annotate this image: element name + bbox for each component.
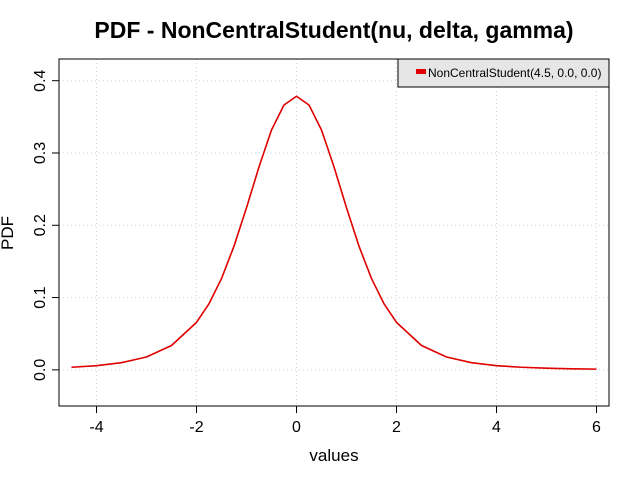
x-tick-label: -4 [89, 419, 103, 436]
y-tick-label: 0.3 [32, 142, 49, 164]
grid [59, 59, 609, 406]
y-tick-label: 0.0 [32, 359, 49, 381]
y-axis-label: PDF [0, 216, 17, 250]
x-tick-label: 2 [392, 419, 401, 436]
x-tick-label: -2 [189, 419, 203, 436]
x-axis-label: values [309, 446, 358, 465]
x-axis: -4 -2 0 2 4 6 [89, 406, 601, 436]
y-tick-label: 0.2 [32, 214, 49, 236]
series-group [71, 95, 597, 370]
chart-title: PDF - NonCentralStudent(nu, delta, gamma… [94, 17, 573, 43]
plot-frame [58, 58, 610, 407]
legend-box [397, 58, 610, 88]
legend-swatch [416, 69, 426, 74]
legend-label: NonCentralStudent(4.5, 0.0, 0.0) [428, 66, 601, 80]
x-tick-label: 6 [592, 419, 601, 436]
y-tick-label: 0.1 [32, 286, 49, 308]
y-tick-label: 0.4 [32, 69, 49, 91]
legend: NonCentralStudent(4.5, 0.0, 0.0) [397, 58, 610, 88]
x-tick-label: 4 [492, 419, 501, 436]
series-line [71, 95, 597, 370]
x-tick-label: 0 [292, 419, 301, 436]
y-axis: 0.0 0.1 0.2 0.3 0.4 [32, 69, 59, 381]
